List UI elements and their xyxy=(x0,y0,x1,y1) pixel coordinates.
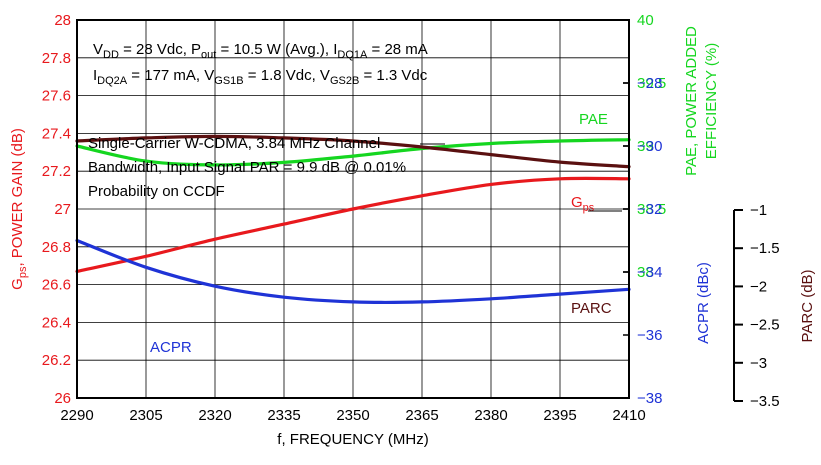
pae-axis-title-line-1: PAE, POWER ADDED xyxy=(683,26,700,176)
gain-tick-label: 26.4 xyxy=(42,314,71,331)
parc-tick-label: −2.5 xyxy=(750,317,780,334)
parc-tick-label: −2 xyxy=(750,278,767,295)
grid xyxy=(77,20,629,398)
gain-axis-title: Gps, POWER GAIN (dB) xyxy=(9,128,29,290)
gain-tick-label: 27.8 xyxy=(42,50,71,67)
series-line-parc xyxy=(75,134,631,169)
parc-tick-label: −3.5 xyxy=(750,393,780,410)
text-run: = 28 Vdc, P xyxy=(119,41,201,58)
gain-tick-label: 27.4 xyxy=(42,125,71,142)
signal-description-line: Bandwidth, Input Signal PAR = 9.9 dB @ 0… xyxy=(88,159,406,176)
subscript: GS2B xyxy=(330,75,359,87)
x-tick-label: 2305 xyxy=(129,407,162,424)
gain-tick-label: 26.8 xyxy=(42,239,71,256)
signal-description-line: Probability on CCDF xyxy=(88,183,225,200)
pae-tick-label: 39.5 xyxy=(637,75,666,92)
text-run: = 28 mA xyxy=(367,41,427,58)
conditions-line-1: VDD = 28 Vdc, Pout = 10.5 W (Avg.), IDQ1… xyxy=(93,41,428,61)
pae-axis-title-line-2: EFFICIENCY (%) xyxy=(703,43,720,159)
parc-tick-label: −1.5 xyxy=(750,240,780,257)
annotations: Gps PAE PARC ACPR VDD = 28 Vdc, Pout = 10.5 … xyxy=(9,26,816,448)
gain-tick-label: 27 xyxy=(54,201,71,218)
series-line-acpr xyxy=(75,238,631,305)
series-layer xyxy=(75,134,631,305)
gain-tick-label: 27.6 xyxy=(42,88,71,105)
x-tick-label: 2350 xyxy=(336,407,369,424)
parc-tick-label: −3 xyxy=(750,355,767,372)
gain-tick-label: 26.2 xyxy=(42,352,71,369)
gps-label-sub: ps xyxy=(583,202,595,214)
pae-tick-label: 38.5 xyxy=(637,201,666,218)
subscript: out xyxy=(201,49,216,61)
pae-tick-label: 39 xyxy=(637,138,654,155)
text-run: = 10.5 W (Avg.), I xyxy=(216,41,337,58)
subscript: DD xyxy=(103,49,119,61)
acpr-series-label: ACPR xyxy=(150,339,192,356)
gain-tick-label: 28 xyxy=(54,12,71,29)
ticks: 2290 2305 2320 2335 2350 2365 2380 2395 2410 26 26… xyxy=(42,12,780,424)
acpr-axis-title: ACPR (dBc) xyxy=(695,262,712,344)
acpr-tick-label: −38 xyxy=(637,390,662,407)
x-tick-label: 2380 xyxy=(474,407,507,424)
x-tick-label: 2290 xyxy=(60,407,93,424)
text-run: = 1.8 Vdc, V xyxy=(244,67,330,84)
text-run: V xyxy=(93,41,103,58)
x-tick-label: 2335 xyxy=(267,407,300,424)
gain-tick-label: 26.6 xyxy=(42,277,71,294)
acpr-tick-label: −36 xyxy=(637,327,662,344)
acpr-tick-label: −28 xyxy=(637,75,662,92)
subscript: DQ2A xyxy=(97,75,128,87)
subscript: ps xyxy=(17,266,29,278)
x-tick-label: 2365 xyxy=(405,407,438,424)
pae-tick-label: 38 xyxy=(637,264,654,281)
acpr-tick-label: −30 xyxy=(637,138,662,155)
parc-series-label: PARC xyxy=(571,300,612,317)
x-tick-label: 2320 xyxy=(198,407,231,424)
series-line-pae xyxy=(75,138,631,167)
text-run: = 177 mA, V xyxy=(127,67,214,84)
series-line-gps xyxy=(75,176,631,273)
gps-label-main: G xyxy=(571,194,583,211)
parc-axis-title: PARC (dB) xyxy=(799,269,816,342)
x-tick-label: 2410 xyxy=(612,407,645,424)
subscript: GS1B xyxy=(214,75,243,87)
acpr-tick-label: −32 xyxy=(637,201,662,218)
conditions-line-2: IDQ2A = 177 mA, VGS1B = 1.8 Vdc, VGS2B =… xyxy=(93,67,428,87)
acpr-tick-label: −34 xyxy=(637,264,662,281)
x-tick-label: 2395 xyxy=(543,407,576,424)
gain-tick-label: 27.2 xyxy=(42,163,71,180)
pae-series-label: PAE xyxy=(579,111,608,128)
signal-description-line: Single-Carrier W-CDMA, 3.84 MHz Channel xyxy=(88,135,380,152)
parc-tick-label: −1 xyxy=(750,202,767,219)
text-run: I xyxy=(93,67,97,84)
text-run: = 1.3 Vdc xyxy=(359,67,427,84)
x-axis-title: f, FREQUENCY (MHz) xyxy=(277,431,428,448)
gain-tick-label: 26 xyxy=(54,390,71,407)
subscript: DQ1A xyxy=(337,49,368,61)
text-run: , POWER GAIN (dB) xyxy=(9,128,26,266)
text-run: G xyxy=(9,278,26,290)
pae-tick-label: 40 xyxy=(637,12,654,29)
